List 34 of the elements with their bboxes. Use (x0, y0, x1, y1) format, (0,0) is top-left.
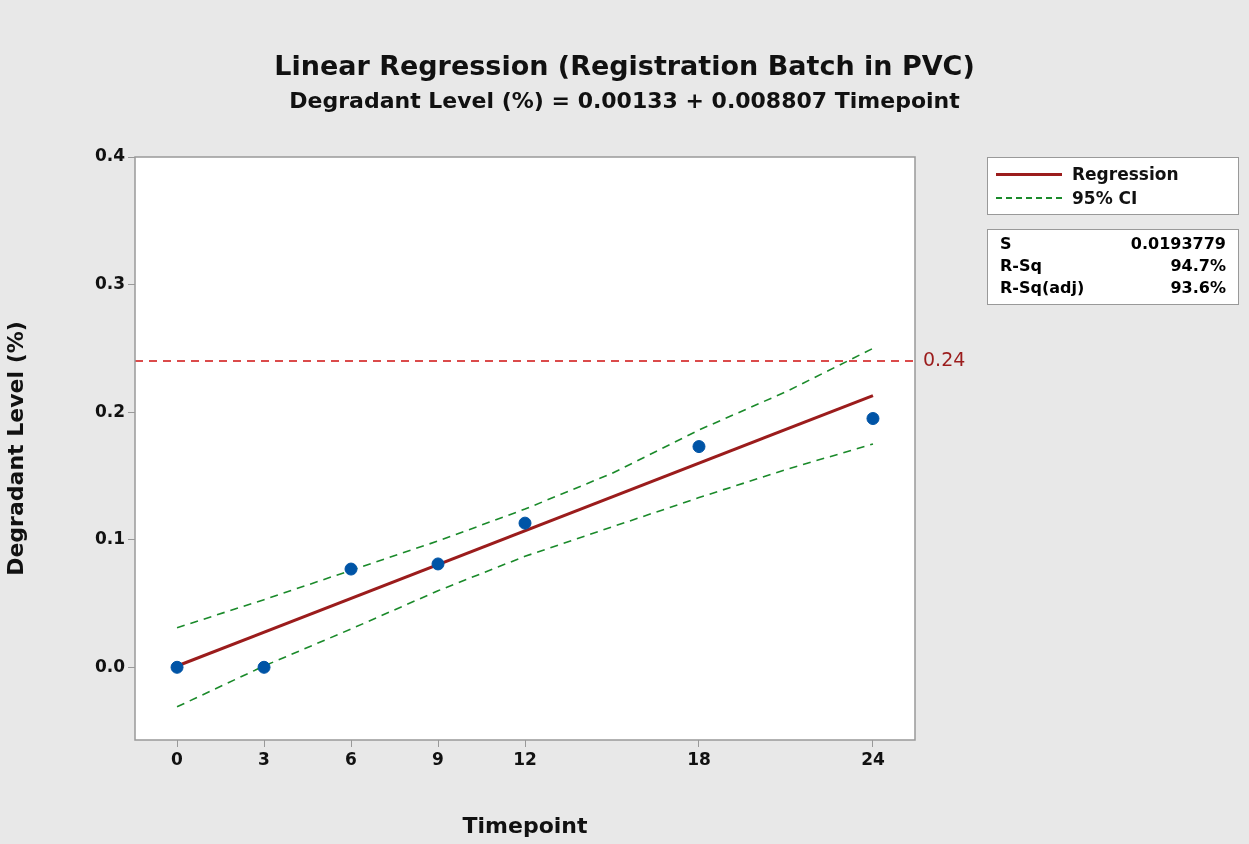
x-tick-label: 9 (432, 748, 444, 769)
x-axis-title: Timepoint (462, 812, 588, 838)
y-tick-label: 0.0 (94, 655, 126, 676)
point (518, 516, 532, 530)
point (170, 660, 184, 674)
chart-title: Linear Regression (Registration Batch in PVC) (273, 50, 976, 81)
legend-label: Regression (1072, 164, 1179, 184)
point (692, 440, 706, 454)
y-axis-title: Degradant Level (%) (2, 321, 28, 576)
text: 93.6% (1170, 278, 1226, 299)
x-tick-label: 3 (258, 748, 270, 769)
x-tick-label: 0 (171, 748, 184, 769)
x-tick-label: 12 (513, 748, 537, 769)
y-tick-label: 0.1 (94, 528, 125, 549)
text: 0.0193779 (1130, 234, 1226, 255)
x-tick-label: 6 (345, 748, 357, 769)
y-tick-label: 0.2 (94, 400, 125, 421)
point (866, 412, 880, 426)
y-tick-label: 0.3 (94, 272, 125, 293)
text: 94.7% (1170, 256, 1226, 277)
line-series (176, 443, 874, 708)
text: S (1000, 234, 1012, 255)
y-tick-label: 0.4 (94, 145, 126, 166)
x-tick-label: 18 (687, 748, 711, 769)
x-tick-label: 24 (861, 748, 885, 769)
line-series (176, 347, 874, 629)
point (431, 557, 445, 571)
chart-subtitle: Degradant Level (%) = 0.00133 + 0.008807 Timepoint (288, 88, 961, 113)
point (344, 562, 358, 576)
text: R-Sq (1000, 256, 1042, 277)
ref-line-label: 0.24 (923, 348, 966, 371)
point (257, 660, 271, 674)
text: R-Sq(adj) (1000, 278, 1085, 299)
legend-label: 95% CI (1072, 188, 1138, 208)
